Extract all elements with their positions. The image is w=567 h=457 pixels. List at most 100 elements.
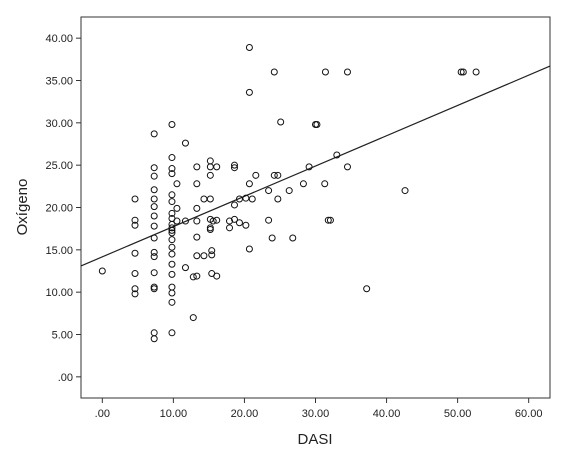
data-point — [289, 234, 297, 242]
x-axis-title: DASI — [297, 431, 332, 448]
data-point — [230, 215, 238, 223]
data-point — [150, 335, 158, 343]
data-point — [230, 164, 238, 172]
data-point — [173, 217, 181, 225]
data-point — [193, 204, 201, 212]
data-point — [168, 198, 176, 206]
data-point — [168, 229, 176, 237]
data-point — [206, 171, 214, 179]
data-point — [245, 245, 253, 253]
x-tick-label: 40.00 — [373, 408, 401, 420]
data-point — [270, 68, 278, 76]
data-point — [209, 217, 217, 225]
data-point — [168, 289, 176, 297]
y-tick-label: 25.00 — [45, 160, 73, 172]
data-point — [245, 180, 253, 188]
data-point — [343, 163, 351, 171]
data-point — [181, 217, 189, 225]
data-point — [213, 272, 221, 280]
data-point — [131, 270, 139, 278]
data-point — [206, 226, 214, 234]
y-tick-label: 35.00 — [45, 76, 73, 88]
data-point — [285, 187, 293, 195]
data-point — [270, 171, 278, 179]
data-point — [252, 171, 260, 179]
data-point — [459, 68, 467, 76]
y-tick-label: .00 — [58, 372, 73, 384]
x-tick-label: 10.00 — [160, 408, 188, 420]
data-point — [226, 224, 234, 232]
data-point — [324, 216, 332, 224]
y-tick-label: 10.00 — [45, 287, 73, 299]
data-point — [150, 329, 158, 337]
y-tick-label: 5.00 — [52, 330, 73, 342]
data-point — [189, 273, 197, 281]
data-point — [213, 216, 221, 224]
data-point — [274, 195, 282, 203]
data-point — [98, 267, 106, 275]
data-point — [168, 329, 176, 337]
x-axis: .00 10.00 20.00 30.00 40.00 50.00 60.00 — [95, 398, 543, 420]
data-point — [181, 139, 189, 147]
x-tick-label: 50.00 — [444, 408, 472, 420]
data-point — [150, 203, 158, 211]
data-point — [189, 314, 197, 322]
data-point — [168, 224, 176, 232]
data-point — [193, 233, 201, 241]
data-point — [230, 161, 238, 169]
data-point — [235, 219, 243, 227]
x-tick-label: 30.00 — [302, 408, 330, 420]
data-point — [150, 212, 158, 220]
data-point — [131, 285, 139, 293]
data-point — [168, 209, 176, 217]
x-tick-label: 20.00 — [231, 408, 259, 420]
data-point — [245, 43, 253, 51]
data-point — [168, 170, 176, 178]
data-point — [168, 165, 176, 173]
data-point — [401, 187, 409, 195]
data-point — [313, 121, 321, 129]
data-point — [168, 260, 176, 268]
data-point — [150, 164, 158, 172]
data-point — [150, 172, 158, 180]
data-point — [150, 248, 158, 256]
data-point — [208, 247, 216, 255]
data-point — [173, 180, 181, 188]
y-axis-title: Oxígeno — [14, 179, 31, 236]
data-point — [168, 298, 176, 306]
data-point — [230, 201, 238, 209]
data-point — [173, 204, 181, 212]
data-point — [131, 195, 139, 203]
data-point — [274, 171, 282, 179]
y-axis: .00 5.00 10.00 15.00 20.00 25.00 30.00 35.00 40.… — [45, 33, 81, 384]
data-point — [206, 163, 214, 171]
data-point — [131, 221, 139, 229]
data-point — [248, 195, 256, 203]
data-point — [193, 252, 201, 260]
y-tick-label: 15.00 — [45, 245, 73, 257]
data-point — [168, 250, 176, 258]
fit-line — [80, 65, 551, 267]
data-point — [150, 195, 158, 203]
x-tick-label: .00 — [95, 408, 110, 420]
y-tick-label: 30.00 — [45, 118, 73, 130]
data-point — [213, 163, 221, 171]
data-point — [305, 163, 313, 171]
data-point — [206, 195, 214, 203]
data-point — [193, 180, 201, 188]
data-point — [150, 186, 158, 194]
data-point — [326, 216, 334, 224]
data-point — [131, 249, 139, 257]
data-point — [363, 285, 371, 293]
y-tick-label: 40.00 — [45, 33, 73, 45]
data-point — [206, 157, 214, 165]
data-point — [131, 290, 139, 298]
data-point — [208, 251, 216, 259]
data-point — [150, 222, 158, 230]
data-point — [150, 253, 158, 261]
data-point — [200, 252, 208, 260]
data-point — [168, 226, 176, 234]
data-point — [265, 187, 273, 195]
x-tick-label: 60.00 — [515, 408, 543, 420]
